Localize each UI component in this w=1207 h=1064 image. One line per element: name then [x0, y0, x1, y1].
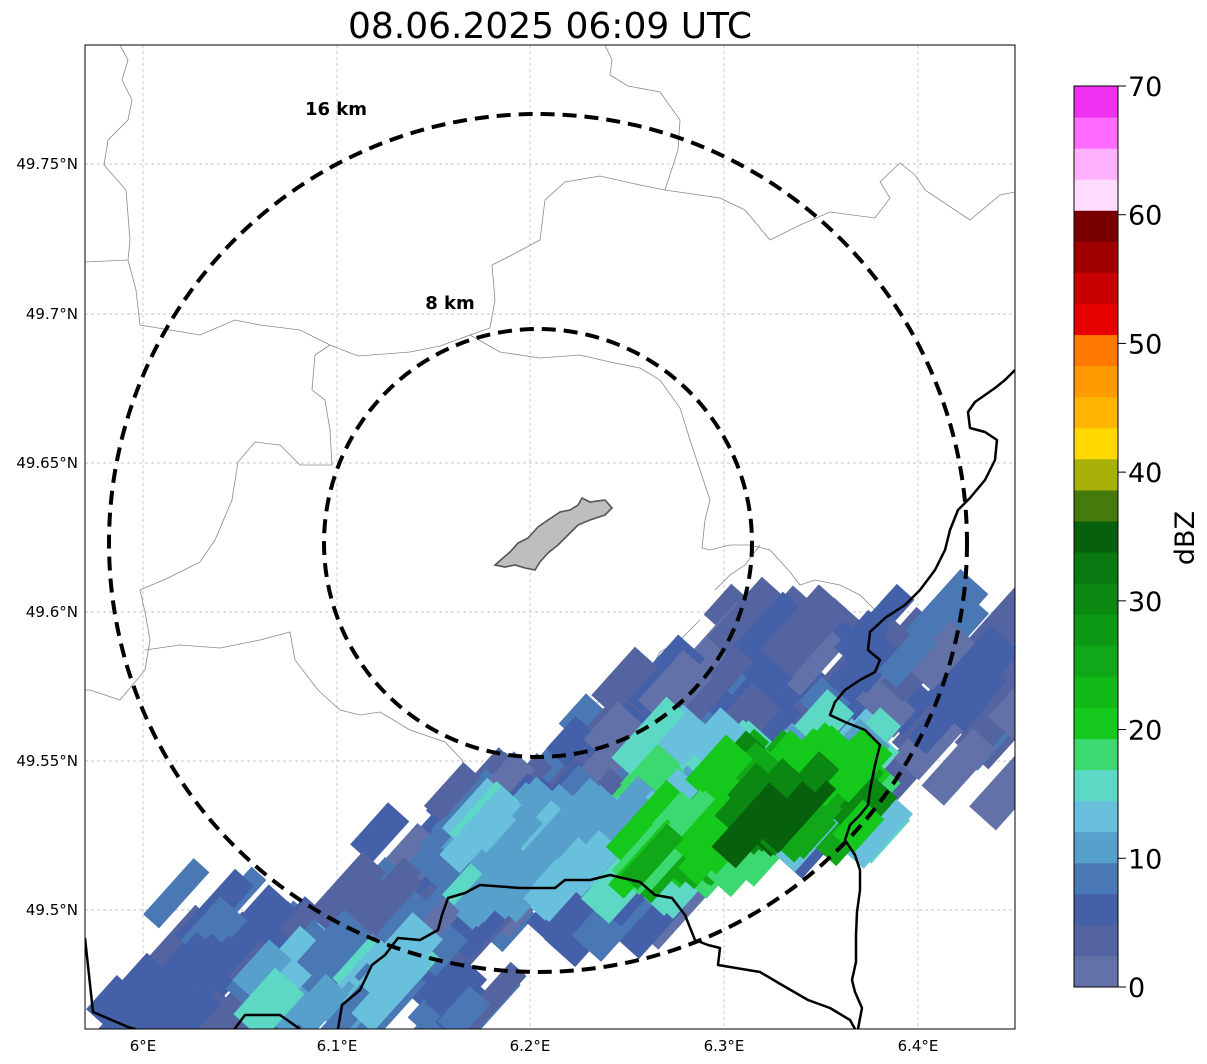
- echo-cell: [522, 794, 595, 871]
- range-ring-label-8km: 8 km: [425, 293, 475, 314]
- colorbar-segment: [1074, 955, 1118, 988]
- colorbar-segment: [1074, 86, 1118, 118]
- map-area[interactable]: [85, 45, 1064, 1064]
- colorbar-segment: [1074, 831, 1118, 864]
- y-tick-label: 49.5°N: [26, 901, 78, 919]
- echo-cell: [116, 952, 168, 1005]
- y-tick-label: 49.6°N: [26, 603, 78, 621]
- colorbar-segment: [1074, 769, 1118, 802]
- y-tick-label: 49.75°N: [16, 155, 78, 173]
- echo-cell: [591, 646, 658, 716]
- echo-cell: [307, 851, 386, 934]
- colorbar-segment: [1074, 924, 1118, 957]
- colorbar-segment: [1074, 738, 1118, 771]
- echo-cell: [678, 645, 754, 726]
- colorbar-tick-label: 10: [1128, 844, 1162, 875]
- colorbar-segment: [1074, 552, 1118, 584]
- colorbar-segment: [1074, 583, 1118, 615]
- x-tick-label: 6.4°E: [898, 1037, 939, 1055]
- colorbar-tick-label: 0: [1128, 973, 1145, 1004]
- x-axis-ticks: 6°E 6.1°E 6.2°E 6.3°E 6.4°E: [130, 1037, 939, 1055]
- colorbar-label: dBZ: [1170, 511, 1201, 565]
- echo-cell: [775, 792, 843, 863]
- range-ring-16km: [107, 112, 969, 974]
- echo-cell: [233, 967, 305, 1029]
- x-tick-label: 6°E: [130, 1037, 157, 1055]
- colorbar-tick-label: 20: [1128, 716, 1162, 747]
- echo-cell: [994, 637, 1015, 694]
- echo-cell: [711, 782, 794, 869]
- echo-cell: [350, 802, 410, 864]
- y-axis-ticks: 49.75°N 49.7°N 49.65°N 49.6°N 49.55°N 49…: [16, 155, 78, 919]
- colorbar-segment: [1074, 272, 1118, 304]
- colorbar-tick-label: 60: [1128, 201, 1162, 232]
- echo-cell: [461, 797, 517, 854]
- y-tick-label: 49.65°N: [16, 454, 78, 472]
- echo-cell: [96, 973, 170, 1029]
- colorbar-tick-label: 50: [1128, 329, 1162, 360]
- x-tick-label: 6.2°E: [510, 1037, 551, 1055]
- colorbar-segment: [1074, 707, 1118, 739]
- city-outline: [493, 496, 614, 571]
- map-title: 08.06.2025 06:09 UTC: [348, 6, 752, 47]
- range-ring-8km: [322, 327, 754, 759]
- echo-cell: [423, 762, 486, 827]
- echo-cell: [969, 746, 1015, 831]
- colorbar-tick-label: 70: [1128, 72, 1162, 103]
- colorbar-segment: [1074, 489, 1118, 522]
- echo-cell: [424, 967, 472, 1017]
- echo-cell: [529, 858, 582, 912]
- y-tick-label: 49.55°N: [16, 752, 78, 770]
- echo-cell: [232, 939, 292, 1001]
- colorbar-segment: [1074, 893, 1118, 926]
- colorbar-segment: [1074, 148, 1118, 180]
- echo-cell: [685, 707, 750, 773]
- colorbar-segment: [1074, 676, 1118, 708]
- map-frame: [84, 44, 1016, 1030]
- echo-cell: [685, 734, 754, 805]
- colorbar-segment: [1074, 520, 1118, 553]
- echo-cell: [921, 728, 996, 806]
- echo-cell: [620, 823, 684, 890]
- colorbar-segment: [1074, 427, 1118, 460]
- colorbar-segment: [1074, 800, 1118, 833]
- colorbar-tick-label: 30: [1128, 587, 1162, 618]
- national-borders: [85, 369, 1015, 1029]
- echo-cell: [453, 847, 531, 928]
- colorbar-segment: [1074, 334, 1118, 367]
- echo-cell: [760, 781, 820, 843]
- colorbar-segment: [1074, 179, 1118, 211]
- colorbar-segment: [1074, 862, 1118, 895]
- echo-cell: [156, 986, 222, 1029]
- echo-cell: [437, 985, 491, 1029]
- colorbar-frame: [1073, 85, 1119, 988]
- colorbar-segment: [1074, 303, 1118, 336]
- colorbar: [1073, 85, 1119, 988]
- echo-cell: [143, 858, 210, 929]
- echo-cell: [288, 973, 349, 1029]
- x-tick-label: 6.3°E: [704, 1037, 745, 1055]
- echo-cell: [931, 625, 1015, 718]
- x-tick-label: 6.1°E: [317, 1037, 358, 1055]
- echo-cell: [833, 609, 891, 668]
- range-ring-label-16km: 16 km: [305, 99, 367, 120]
- colorbar-segment: [1074, 396, 1118, 429]
- colorbar-segment: [1074, 365, 1118, 398]
- colorbar-segment: [1074, 210, 1118, 242]
- echo-cell: [760, 584, 850, 678]
- colorbar-segment: [1074, 614, 1118, 646]
- radar-echo-layer: [86, 568, 1015, 1029]
- colorbar-tick-label: 40: [1128, 458, 1162, 489]
- y-tick-label: 49.7°N: [26, 305, 78, 323]
- colorbar-ticks: 0 10 20 30 40 50 60 70: [1118, 72, 1162, 1004]
- colorbar-segment: [1074, 458, 1118, 491]
- echo-cell: [779, 625, 847, 696]
- colorbar-segment: [1074, 645, 1118, 677]
- colorbar-segment: [1074, 117, 1118, 149]
- colorbar-segment: [1074, 241, 1118, 273]
- echo-cell: [227, 884, 297, 955]
- echo-cell: [877, 626, 937, 688]
- echo-cell: [320, 975, 384, 1029]
